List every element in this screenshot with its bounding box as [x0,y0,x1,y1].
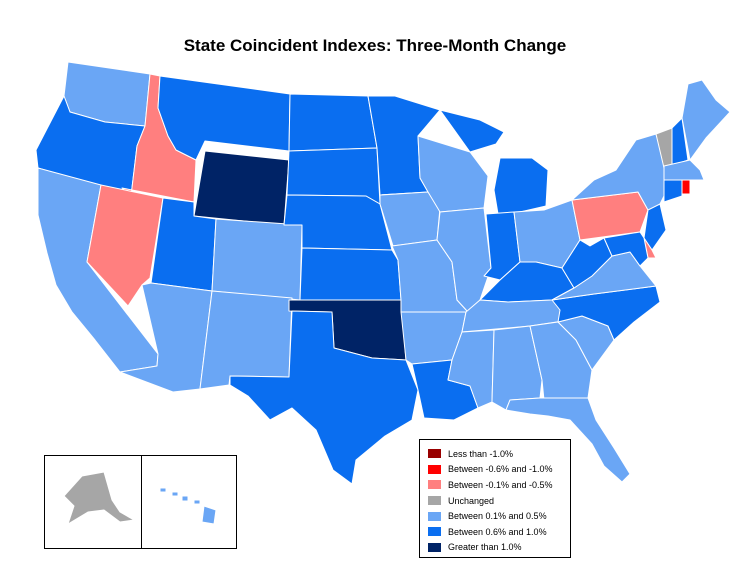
legend-item: Greater than 1.0% [428,540,570,556]
legend-label: Greater than 1.0% [448,542,522,553]
alaska-inset [44,455,142,549]
legend-swatch [428,449,441,459]
legend-swatch [428,480,441,490]
legend-label: Less than -1.0% [448,448,514,459]
legend: Less than -1.0% Between -0.6% and -1.0% … [419,439,571,558]
legend-swatch [428,511,441,521]
state-nm[interactable] [199,290,293,390]
state-mi[interactable] [439,109,549,215]
legend-item: Between -0.1% and -0.5% [428,477,570,493]
legend-label: Between -0.1% and -0.5% [448,479,553,490]
legend-item: Between 0.1% and 0.5% [428,508,570,524]
state-hi[interactable] [159,487,217,525]
state-ct[interactable] [663,179,683,203]
legend-item: Between 0.6% and 1.0% [428,524,570,540]
legend-item: Less than -1.0% [428,446,570,462]
state-tx[interactable] [229,310,419,485]
map-title: State Coincident Indexes: Three-Month Ch… [183,36,567,55]
legend-label: Unchanged [448,495,495,506]
state-me[interactable] [681,79,731,161]
legend-swatch [428,542,441,552]
state-ks[interactable] [299,247,402,301]
legend-swatch [428,464,441,474]
state-wy[interactable] [193,150,290,226]
state-md[interactable] [603,231,649,267]
legend-label: Between 0.1% and 0.5% [448,511,547,522]
legend-swatch [428,527,441,537]
hawaii-inset [141,455,237,549]
state-ri[interactable] [681,179,691,195]
state-mt[interactable] [157,75,291,161]
legend-label: Between -0.6% and -1.0% [448,464,553,475]
legend-item: Unchanged [428,493,570,509]
legend-label: Between 0.6% and 1.0% [448,526,547,537]
state-ak[interactable] [63,471,135,525]
state-co[interactable] [211,218,303,301]
state-fl[interactable] [505,397,631,483]
state-nj[interactable] [643,203,667,251]
state-nd[interactable] [288,93,378,152]
legend-item: Between -0.6% and -1.0% [428,462,570,478]
legend-swatch [428,496,441,506]
